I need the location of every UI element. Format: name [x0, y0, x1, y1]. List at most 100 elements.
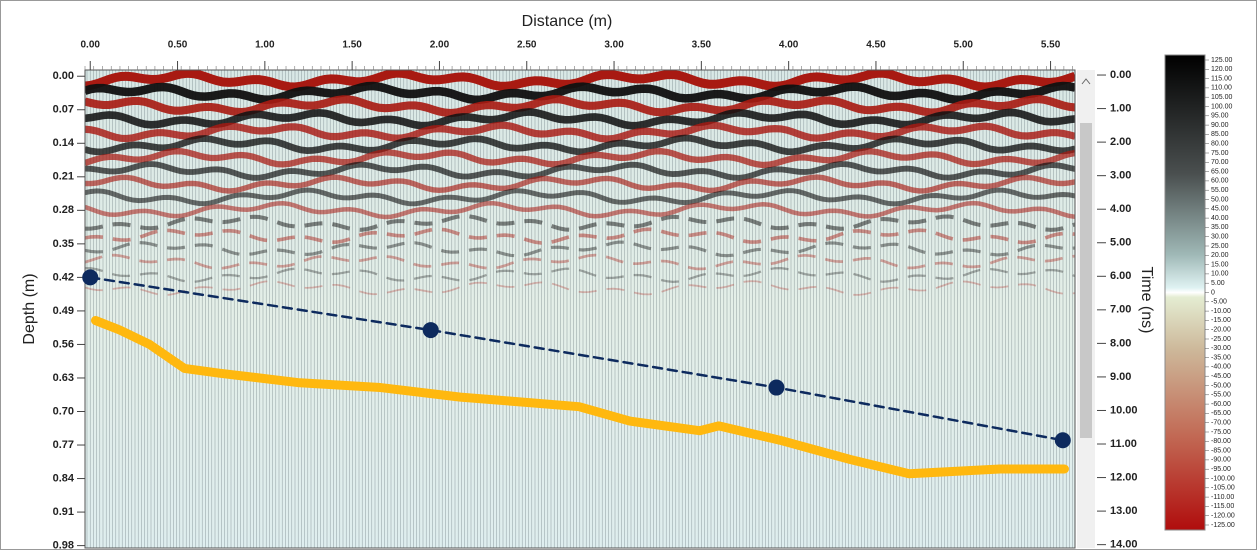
colorbar-tick-label: 50.00 — [1211, 196, 1229, 203]
colorbar-tick-label: -90.00 — [1211, 457, 1231, 464]
colorbar-tick-label: 45.00 — [1211, 206, 1229, 213]
colorbar-tick-label: 125.00 — [1211, 57, 1233, 64]
colorbar-tick-label: -95.00 — [1211, 466, 1231, 473]
x-tick-label: 5.50 — [1041, 40, 1061, 51]
x-tick-label: 5.00 — [954, 40, 974, 51]
marker — [1055, 432, 1071, 448]
y2-tick-label: 1.00 — [1110, 102, 1131, 114]
colorbar-tick-label: -115.00 — [1211, 503, 1234, 510]
colorbar-tick-label: -10.00 — [1211, 308, 1231, 315]
colorbar-tick-label: 85.00 — [1211, 131, 1229, 138]
x-tick-label: 3.00 — [604, 40, 624, 51]
x-tick-label: 0.50 — [168, 40, 188, 51]
colorbar-tick-label: 110.00 — [1211, 85, 1232, 92]
y2-axis-title: Time (ns) — [1138, 267, 1155, 334]
colorbar-tick-label: -65.00 — [1211, 410, 1231, 417]
marker — [423, 322, 439, 338]
colorbar-tick-label: 65.00 — [1211, 168, 1229, 175]
colorbar-tick-label: -125.00 — [1211, 522, 1235, 529]
colorbar-tick-label: 20.00 — [1211, 252, 1229, 259]
colorbar-tick-label: 75.00 — [1211, 150, 1229, 157]
y2-tick-label: 8.00 — [1110, 337, 1131, 349]
x-tick-label: 4.50 — [866, 40, 886, 51]
x-axis-title: Distance (m) — [522, 13, 613, 30]
colorbar-tick-label: -110.00 — [1211, 494, 1234, 501]
colorbar-tick-label: -75.00 — [1211, 429, 1231, 436]
y-tick-label: 0.98 — [53, 540, 74, 550]
colorbar-tick-label: -100.00 — [1211, 475, 1235, 482]
y-tick-label: 0.28 — [53, 204, 74, 216]
y-tick-label: 0.07 — [53, 104, 74, 116]
colorbar-tick-label: 100.00 — [1211, 103, 1233, 110]
y-tick-label: 0.70 — [53, 405, 74, 417]
colorbar-tick-label: -25.00 — [1211, 336, 1231, 343]
colorbar-tick-label: -40.00 — [1211, 364, 1231, 371]
x-tick-label: 4.00 — [779, 40, 799, 51]
colorbar-tick-label: 5.00 — [1211, 280, 1225, 287]
colorbar-tick-label: -30.00 — [1211, 345, 1231, 352]
colorbar-tick-label: 115.00 — [1211, 75, 1232, 82]
colorbar-tick-label: -5.00 — [1211, 299, 1227, 306]
x-tick-label: 2.00 — [430, 40, 450, 51]
y2-tick-label: 9.00 — [1110, 371, 1131, 383]
colorbar-tick-label: 105.00 — [1211, 94, 1233, 101]
colorbar-tick-label: 0 — [1211, 289, 1215, 296]
y-tick-label: 0.42 — [53, 271, 74, 283]
y-tick-label: 0.56 — [53, 338, 74, 350]
colorbar-tick-label: -45.00 — [1211, 373, 1231, 380]
colorbar-tick-label: 35.00 — [1211, 224, 1229, 231]
x-tick-label: 2.50 — [517, 40, 537, 51]
y2-tick-label: 11.00 — [1110, 438, 1137, 450]
y-tick-label: 0.84 — [53, 472, 75, 484]
y2-tick-label: 4.00 — [1110, 203, 1131, 215]
colorbar-tick-label: -85.00 — [1211, 447, 1231, 454]
colorbar-tick-label: 95.00 — [1211, 113, 1229, 120]
y2-tick-label: 6.00 — [1110, 270, 1131, 282]
colorbar-tick-label: -120.00 — [1211, 513, 1235, 520]
chart: Distance (m) Depth (m) Time (ns) 0.00 0.5… — [0, 0, 1257, 550]
y2-tick-label: 2.00 — [1110, 136, 1131, 148]
y-axis-title: Depth (m) — [21, 273, 38, 344]
colorbar-tick-label: 80.00 — [1211, 141, 1229, 148]
colorbar-tick-label: -15.00 — [1211, 317, 1231, 324]
colorbar-tick-label: -55.00 — [1211, 392, 1231, 399]
x-tick-label: 3.50 — [692, 40, 712, 51]
y2-tick-label: 3.00 — [1110, 170, 1131, 182]
y-tick-label: 0.63 — [53, 372, 74, 384]
colorbar-tick-label: 60.00 — [1211, 178, 1229, 185]
colorbar-tick-label: 25.00 — [1211, 243, 1229, 250]
marker — [82, 269, 98, 285]
y2-tick-label: 5.00 — [1110, 237, 1131, 249]
y2-tick-label: 10.00 — [1110, 404, 1138, 416]
colorbar-tick-label: 70.00 — [1211, 159, 1229, 166]
colorbar-tick-label: -80.00 — [1211, 438, 1231, 445]
y-tick-label: 0.91 — [53, 506, 74, 518]
y2-tick-label: 13.00 — [1110, 505, 1138, 517]
y-tick-label: 0.35 — [53, 238, 74, 250]
x-tick-label: 0.00 — [81, 40, 101, 51]
colorbar-tick-label: -60.00 — [1211, 401, 1231, 408]
colorbar-tick-label: -20.00 — [1211, 327, 1231, 334]
y2-tick-label: 12.00 — [1110, 471, 1138, 483]
y2-tick-label: 0.00 — [1110, 69, 1131, 81]
colorbar-tick-label: -50.00 — [1211, 382, 1231, 389]
colorbar-tick-label: 30.00 — [1211, 234, 1229, 241]
colorbar — [1165, 55, 1205, 530]
y-tick-label: 0.77 — [53, 439, 74, 451]
colorbar-tick-label: 10.00 — [1211, 271, 1229, 278]
colorbar-tick-label: 120.00 — [1211, 66, 1233, 73]
colorbar-tick-label: -70.00 — [1211, 420, 1231, 427]
colorbar-tick-label: 55.00 — [1211, 187, 1229, 194]
y2-tick-label: 14.00 — [1110, 539, 1138, 550]
colorbar-tick-label: 90.00 — [1211, 122, 1229, 129]
x-tick-label: 1.50 — [342, 40, 362, 51]
colorbar-tick-label: -105.00 — [1211, 485, 1235, 492]
colorbar-tick-label: 15.00 — [1211, 261, 1229, 268]
scrollbar-thumb[interactable] — [1080, 123, 1092, 438]
y-tick-label: 0.14 — [53, 137, 75, 149]
page: {"chart_data": {"type": "radargram", "xl… — [0, 0, 1257, 550]
colorbar-tick-label: 40.00 — [1211, 215, 1229, 222]
y2-tick-label: 7.00 — [1110, 304, 1131, 316]
marker — [768, 380, 784, 396]
colorbar-tick-label: -35.00 — [1211, 354, 1231, 361]
